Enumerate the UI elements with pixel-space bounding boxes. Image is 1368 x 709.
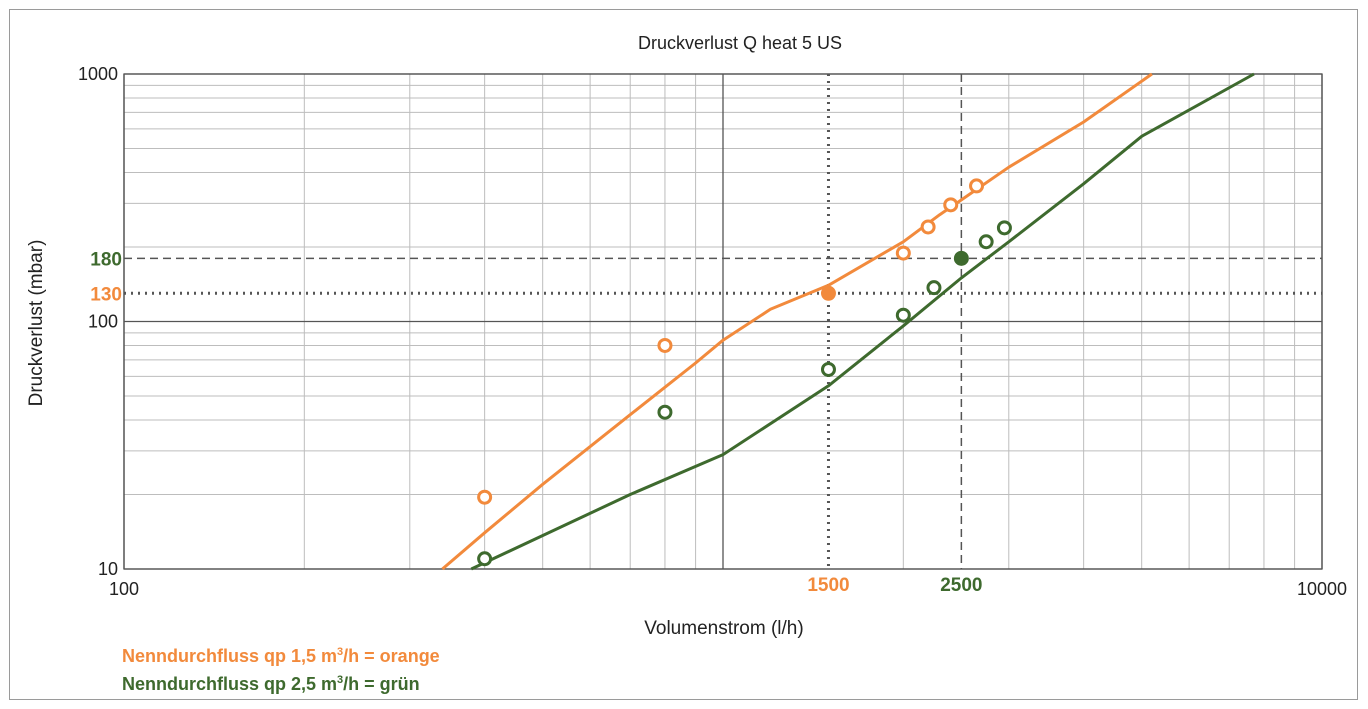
y-tick-label: 100 bbox=[88, 312, 118, 332]
y-axis-label: Druckverlust (mbar) bbox=[26, 240, 47, 407]
reference-label-x: 2500 bbox=[940, 575, 982, 596]
grid-major bbox=[123, 73, 1323, 570]
y-tick-label: 1000 bbox=[78, 64, 118, 84]
y-tick-label: 10 bbox=[98, 559, 118, 579]
data-point bbox=[953, 250, 969, 266]
reference-label-x: 1500 bbox=[807, 575, 849, 596]
data-point bbox=[657, 404, 673, 420]
series-points bbox=[477, 178, 1012, 567]
data-point bbox=[996, 220, 1012, 236]
data-point bbox=[926, 280, 942, 296]
reference-lines bbox=[124, 74, 1322, 569]
data-point bbox=[969, 178, 985, 194]
legend-item-green: Nenndurchfluss qp 2,5 m3/h = grün bbox=[122, 674, 420, 694]
data-point bbox=[895, 245, 911, 261]
chart-title: Druckverlust Q heat 5 US bbox=[638, 33, 842, 53]
series-curves bbox=[441, 72, 1255, 571]
reference-label-y: 130 bbox=[90, 284, 122, 305]
data-point bbox=[820, 361, 836, 377]
data-point bbox=[657, 337, 673, 353]
plot-area bbox=[123, 73, 1323, 570]
x-tick-label: 100 bbox=[109, 579, 139, 599]
data-point bbox=[477, 489, 493, 505]
legend-item-orange: Nenndurchfluss qp 1,5 m3/h = orange bbox=[122, 646, 440, 666]
data-point bbox=[820, 285, 836, 301]
data-point bbox=[895, 307, 911, 323]
series-line-orange bbox=[441, 72, 1153, 571]
series-line-green bbox=[470, 72, 1255, 571]
data-point bbox=[477, 551, 493, 567]
reference-label-y: 180 bbox=[90, 249, 122, 270]
data-point bbox=[943, 197, 959, 213]
chart-frame bbox=[9, 9, 1358, 700]
data-point bbox=[920, 219, 936, 235]
x-tick-label: 10000 bbox=[1297, 579, 1347, 599]
data-point bbox=[978, 234, 994, 250]
x-axis-label: Volumenstrom (l/h) bbox=[644, 618, 803, 639]
